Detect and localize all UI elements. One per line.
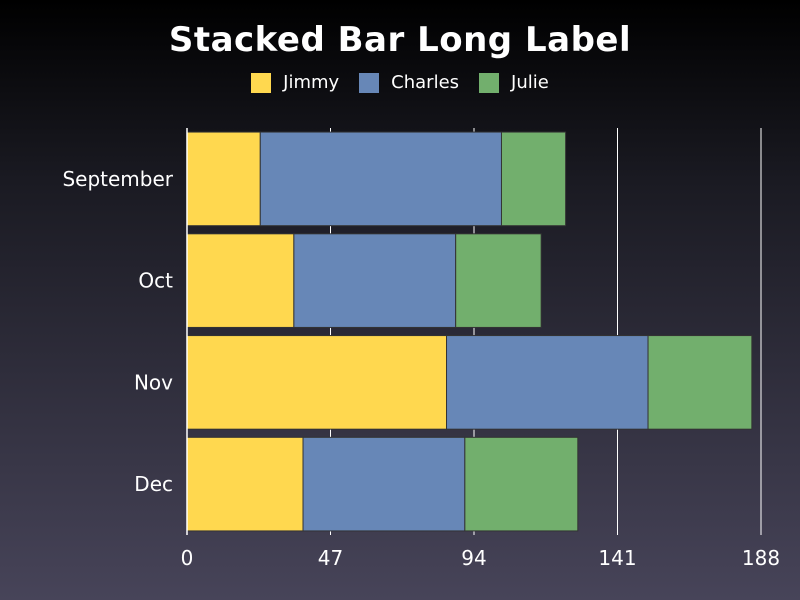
legend-label: Jimmy [283,72,340,93]
x-tick-label: 94 [461,546,486,570]
bar-jimmy-oct [186,233,295,328]
bar-jimmy-dec [186,436,304,532]
bar-charles-september [259,131,502,227]
bar-julie-september [500,131,567,227]
legend-swatch [359,72,380,93]
legend-item-charles: Charles [359,72,459,93]
bar-jimmy-nov [186,335,448,430]
category-label: Oct [138,269,173,293]
bar-julie-nov [647,335,753,430]
category-label: Dec [134,472,173,496]
category-label: September [62,167,173,191]
bar-charles-nov [446,335,649,430]
legend-item-jimmy: Jimmy [251,72,339,93]
bar-charles-dec [302,436,466,532]
bar-julie-oct [455,233,542,328]
bar-charles-oct [293,233,457,328]
x-tick-label: 141 [598,546,636,570]
x-tick-label: 188 [742,546,780,570]
legend-item-julie: Julie [479,72,549,93]
x-tick-label: 47 [318,546,343,570]
x-tick-label: 0 [181,546,194,570]
bar-julie-dec [464,436,579,532]
bar-jimmy-september [186,131,261,227]
legend-swatch [251,72,272,93]
legend: Jimmy Charles Julie [0,72,800,93]
legend-swatch [479,72,500,93]
legend-label: Charles [391,72,460,93]
legend-label: Julie [511,72,549,93]
category-label: Nov [134,370,173,394]
chart-title: Stacked Bar Long Label [168,20,632,60]
